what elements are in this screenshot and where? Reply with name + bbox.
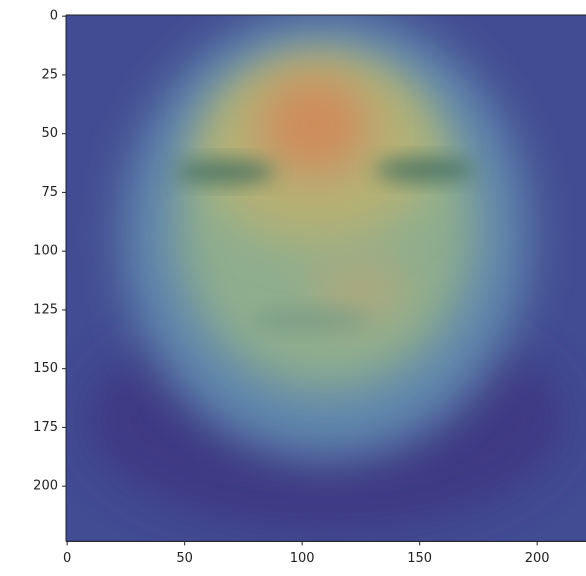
axes: 0 50 100 150 200 0 25 50 75 100 125 150 175 200 [33, 9, 586, 566]
x-tick-label: 100 [290, 551, 315, 566]
heatmap-image [66, 15, 586, 542]
y-tick-label: 25 [41, 67, 58, 82]
y-tick-label: 200 [33, 479, 58, 494]
y-tick-label: 50 [41, 126, 58, 141]
y-tick-label: 0 [50, 9, 58, 24]
y-tick-label: 75 [41, 185, 58, 200]
y-tick-label: 125 [33, 302, 58, 317]
y-tick-label: 175 [33, 420, 58, 435]
x-tick-label: 0 [63, 551, 71, 566]
y-tick-label: 150 [33, 361, 58, 376]
x-tick-label: 50 [176, 551, 193, 566]
y-tick-label: 100 [33, 244, 58, 259]
x-tick-label: 200 [525, 551, 550, 566]
x-tick-label: 150 [407, 551, 432, 566]
